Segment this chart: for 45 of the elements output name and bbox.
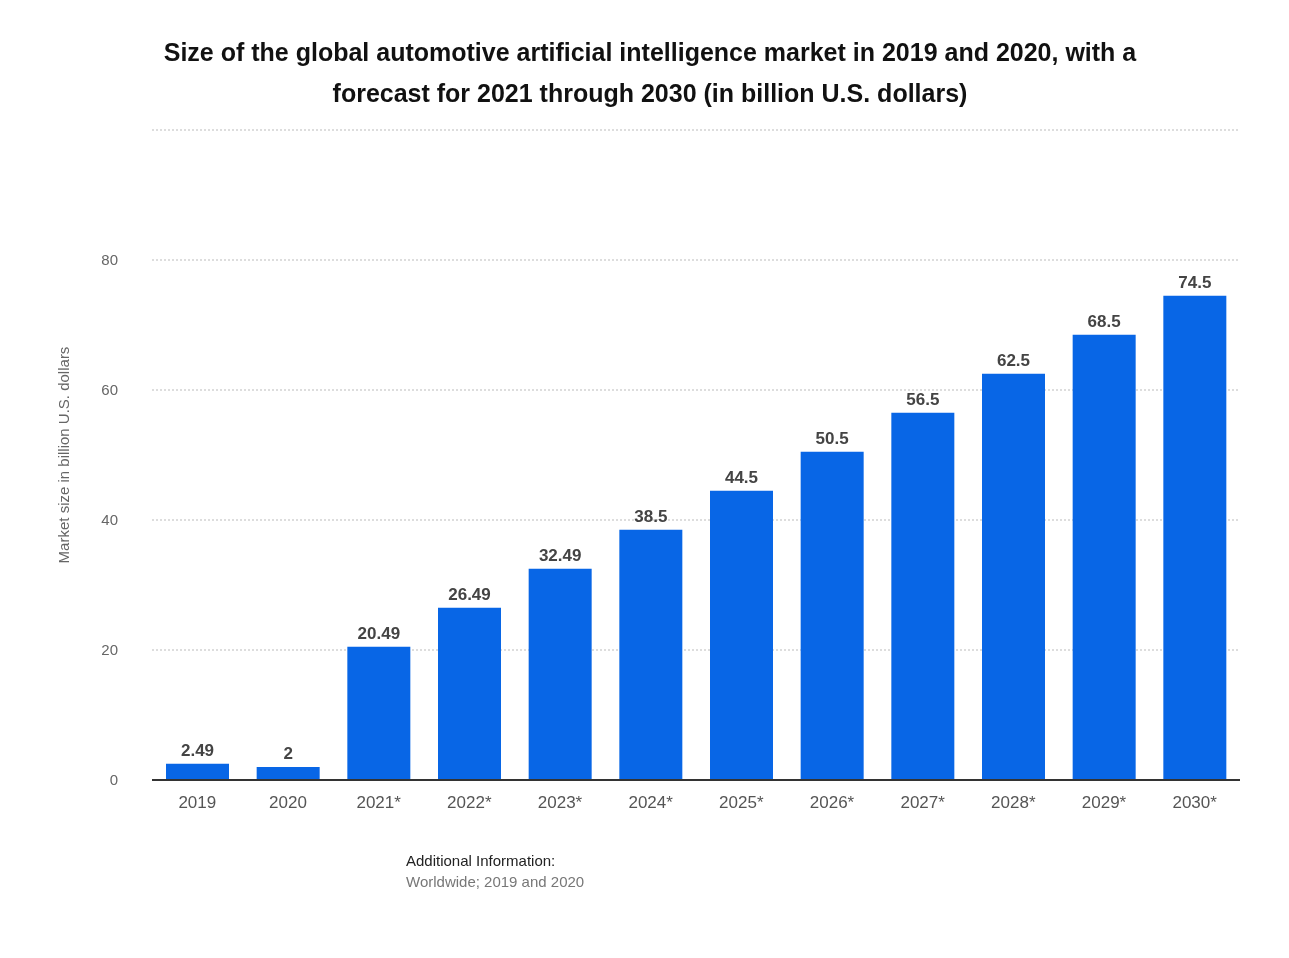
bar	[800, 451, 864, 780]
x-tick-label: 2029*	[1081, 793, 1127, 813]
text: Worldwide; 2019 and 2020	[406, 873, 585, 890]
x-tick-label: 2019	[178, 793, 217, 813]
x-tick-label: 2030*	[1172, 793, 1218, 813]
y-tick-label: 0	[109, 771, 118, 789]
bar	[256, 767, 320, 780]
data-label: 50.5	[815, 428, 849, 448]
x-tick-label: 2024*	[628, 793, 674, 813]
x-tick-label: 2023*	[537, 793, 583, 813]
y-axis-title: Market size in billion U.S. dollars	[55, 346, 73, 564]
bar	[166, 763, 229, 780]
chart-title: Size of the global automotive artificial intelligence market in 2019 and 2020, with a forecast for 2021 through 2030 (in billion U.S. dollars)	[162, 37, 1138, 109]
data-label: 62.5	[996, 350, 1031, 370]
bar	[528, 568, 592, 780]
bar	[710, 490, 773, 780]
bar	[891, 412, 955, 780]
data-label: 74.5	[1178, 272, 1212, 292]
data-label: 44.5	[724, 467, 759, 487]
data-label: 38.5	[634, 506, 668, 526]
bar	[619, 529, 683, 780]
y-tick-label: 60	[101, 381, 118, 399]
data-label: 68.5	[1087, 311, 1121, 331]
data-label: 2.49	[180, 740, 215, 760]
x-tick-label: 2025*	[719, 793, 764, 813]
x-tick-label: 2028*	[991, 793, 1036, 813]
x-tick-label: 2022*	[447, 793, 492, 813]
data-label: 20.49	[357, 623, 401, 643]
bar	[982, 373, 1045, 780]
data-label: 26.49	[448, 584, 491, 604]
bar	[347, 646, 411, 780]
y-tick-label: 40	[101, 511, 118, 529]
y-tick-label: 80	[101, 251, 118, 269]
x-tick-label: 2020	[269, 793, 307, 813]
data-label: 56.5	[906, 389, 940, 409]
y-tick-label: 20	[101, 641, 118, 659]
x-tick-label: 2027*	[900, 793, 946, 813]
data-label: 2	[283, 744, 293, 763]
bar	[1072, 334, 1136, 780]
bar	[1163, 295, 1227, 780]
x-tick-label: 2026*	[809, 793, 855, 813]
data-label: 32.49	[538, 545, 582, 565]
x-tick-label: 2021*	[356, 793, 402, 813]
bar	[438, 607, 501, 780]
text: Additional Information:	[406, 852, 556, 869]
